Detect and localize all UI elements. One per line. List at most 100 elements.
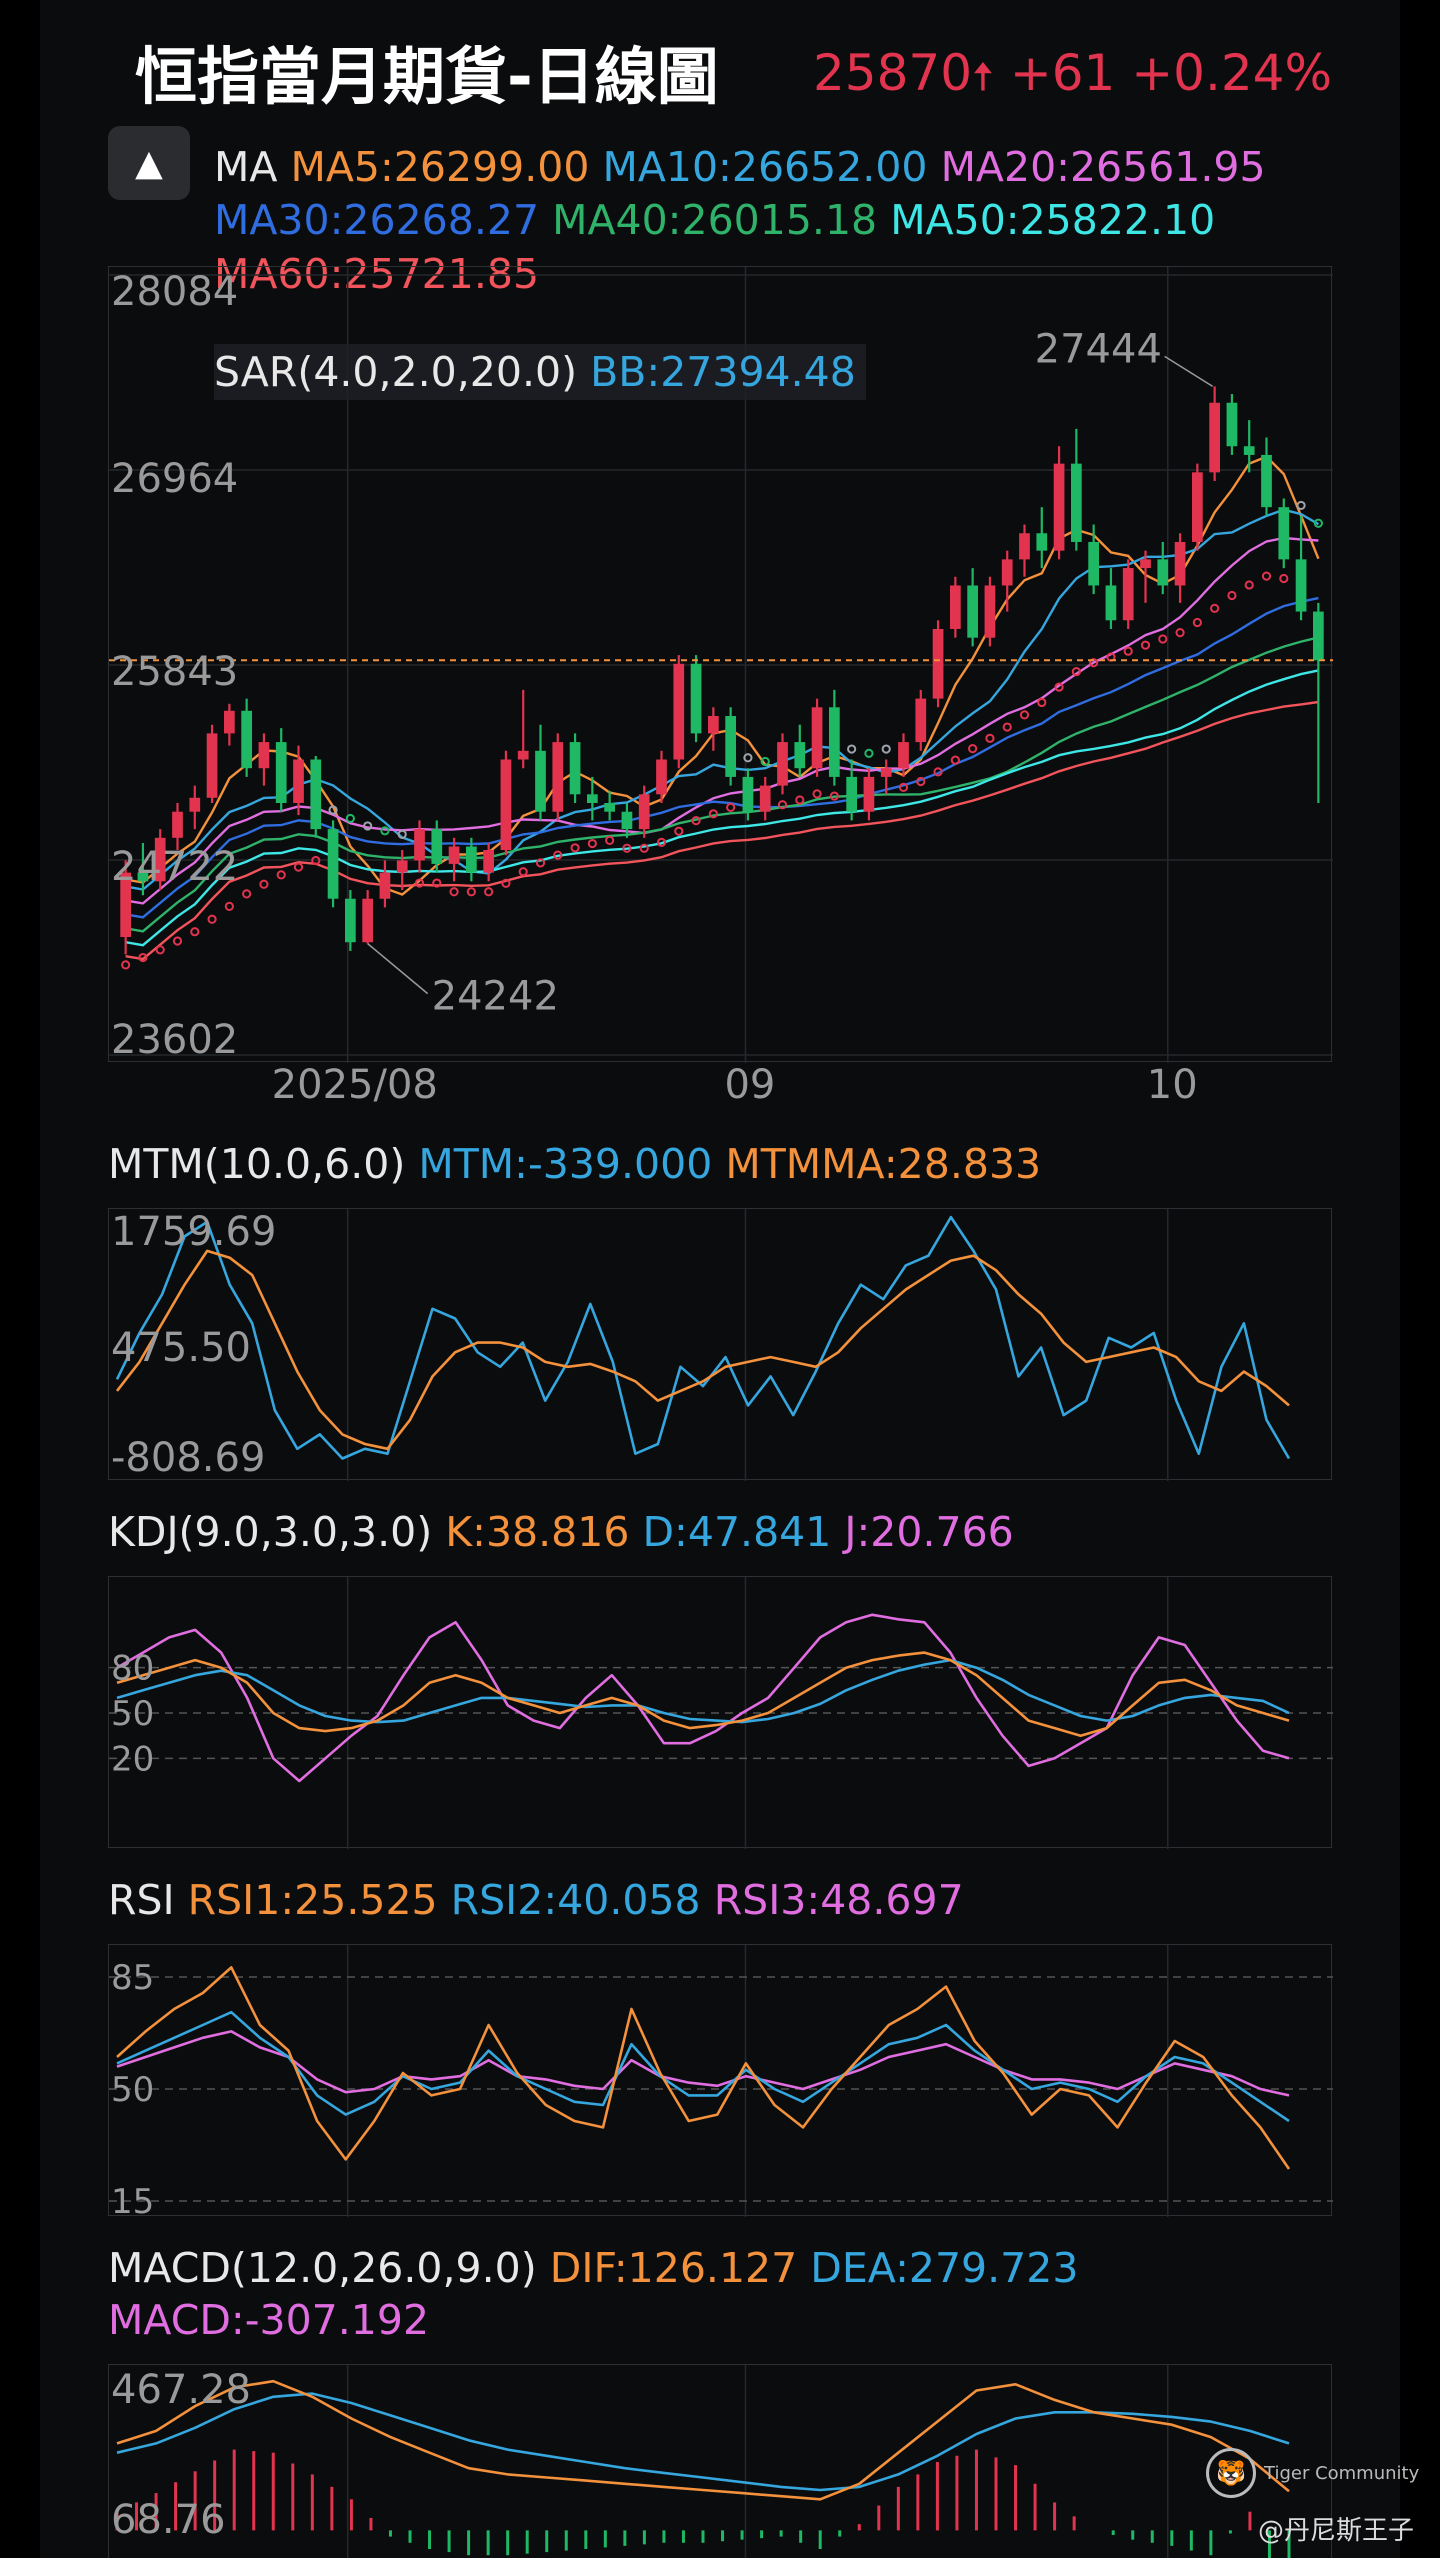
ma10-value: MA10:26652.00 — [602, 143, 928, 191]
mtmma-value: MTMMA:28.833 — [725, 1140, 1042, 1188]
collapse-legend-button[interactable]: ▲ — [108, 126, 190, 200]
ma50-value: MA50:25822.10 — [890, 196, 1216, 244]
mtm-panel[interactable]: 1759.69 475.50 -808.69 — [108, 1208, 1332, 1481]
y-tick-label: 20 — [111, 1739, 154, 1779]
mtmma-line — [115, 1249, 1290, 1451]
sar-dot — [726, 802, 736, 813]
ma30-value: MA30:26268.27 — [214, 196, 540, 244]
x-tick-label: 09 — [724, 1062, 776, 1108]
y-tick-label: 50 — [111, 1694, 154, 1734]
x-tick-label: 2025/08 — [271, 1062, 438, 1108]
macd-legend-label: MACD(12.0,26.0,9.0) — [108, 2244, 537, 2292]
ma20-line — [125, 536, 1319, 905]
rsi2-line — [116, 2010, 1290, 2123]
sar-dot — [207, 914, 217, 924]
price-change: +61 — [1009, 44, 1116, 102]
mtm-value: MTM:-339.000 — [418, 1140, 713, 1188]
sar-dot — [345, 813, 355, 824]
candle-body — [863, 776, 875, 812]
y-tick-label: 467.28 — [111, 2367, 251, 2413]
sar-dot — [449, 887, 459, 897]
sar-dot — [605, 835, 615, 845]
kdj-j-value: J:20.766 — [844, 1508, 1014, 1556]
candle-body — [967, 585, 979, 638]
last-price: 25870 — [812, 44, 973, 102]
watermark: 🐯 Tiger Community — [1206, 2448, 1419, 2498]
sar-dot — [1158, 634, 1168, 644]
watermark-author: @丹尼斯王子 — [1258, 2516, 1415, 2546]
sar-dot — [155, 945, 165, 955]
rsi-legend-label: RSI — [108, 1876, 175, 1924]
y-tick-label: 475.50 — [111, 1325, 251, 1371]
candle-body — [310, 759, 322, 830]
sar-dot — [708, 809, 718, 819]
ma-legend-row2: MA30:26268.27 MA40:26015.18 MA50:25822.1… — [214, 196, 1215, 244]
sar-legend-label: SAR(4.0,2.0,20.0) — [214, 348, 578, 396]
candle-body — [154, 837, 166, 882]
sar-dot — [414, 878, 425, 888]
ma-legend-row3: MA60:25721.85 — [214, 250, 539, 298]
candle-body — [1261, 454, 1272, 508]
sar-dot — [138, 952, 148, 963]
rsi2-value: RSI2:40.058 — [450, 1876, 701, 1924]
candle-body — [517, 750, 529, 760]
dif-line — [116, 2379, 1290, 2501]
rsi-panel[interactable]: 85 50 15 — [108, 1944, 1333, 2222]
candle-body — [1036, 533, 1048, 551]
candle-body — [707, 715, 719, 734]
y-tick-label: 68.76 — [111, 2497, 226, 2543]
watermark-brand: Tiger Community — [1264, 2462, 1420, 2484]
sar-dot — [1279, 573, 1289, 584]
candle-body — [362, 898, 374, 943]
kdj-k-line — [116, 1651, 1290, 1737]
sar-dot — [1071, 666, 1081, 677]
candle-body — [241, 710, 253, 769]
ma-legend-label: MA — [214, 143, 278, 191]
sar-dot — [363, 821, 373, 831]
y-tick-label: 85 — [111, 1958, 154, 1998]
sar-dot — [1054, 682, 1064, 692]
candlestick-panel[interactable]: 28084 26964 25843 24722 23602 27444 24242 — [108, 266, 1333, 1063]
sar-dot — [674, 826, 684, 836]
candle-body — [535, 750, 546, 812]
rsi-legend: RSI RSI1:25.525 RSI2:40.058 RSI3:48.697 — [108, 1876, 964, 1924]
sar-dot — [795, 795, 805, 805]
mtm-line — [115, 1215, 1291, 1460]
low-annotation: 24242 — [432, 974, 559, 1020]
ma60-value: MA60:25721.85 — [214, 250, 540, 298]
sar-dot — [397, 829, 407, 839]
sar-dot — [933, 767, 943, 777]
kdj-d-value: D:47.841 — [642, 1508, 832, 1556]
sar-dot — [1123, 646, 1133, 656]
candle-body — [431, 829, 443, 864]
rsi1-line — [116, 1966, 1291, 2170]
candle-body — [344, 898, 356, 943]
candle-body — [1226, 402, 1238, 447]
y-tick-label: 50 — [111, 2070, 154, 2110]
mtm-chart: 1759.69 475.50 -808.69 — [111, 1209, 1291, 1481]
kdj-panel[interactable]: 80 50 20 — [108, 1576, 1333, 1849]
candle-body — [915, 698, 927, 743]
macd-value: MACD:-307.192 — [108, 2296, 430, 2344]
sar-dot — [881, 744, 891, 754]
candle-body — [690, 663, 702, 734]
sar-dot — [898, 782, 909, 792]
ma10-line — [125, 508, 1320, 891]
sar-dot — [777, 800, 788, 810]
candle-body — [189, 797, 201, 812]
candle-body — [673, 663, 685, 760]
sar-dot — [518, 867, 528, 877]
dif-value: DIF:126.127 — [549, 2244, 798, 2292]
candle-body — [1019, 533, 1030, 560]
chevron-up-icon: ▲ — [135, 142, 163, 184]
sar-dot — [276, 870, 286, 880]
sar-dot — [1313, 518, 1323, 528]
rsi3-line — [116, 2030, 1290, 2097]
sar-dot — [829, 791, 839, 801]
candle-body — [396, 860, 408, 873]
candle-body — [293, 759, 304, 804]
rsi-chart: 85 50 15 — [109, 1945, 1333, 2222]
macd-panel[interactable]: 467.28 68.76 — [108, 2364, 1332, 2558]
tiger-logo-icon: 🐯 — [1206, 2448, 1256, 2498]
candle-body — [828, 707, 840, 777]
